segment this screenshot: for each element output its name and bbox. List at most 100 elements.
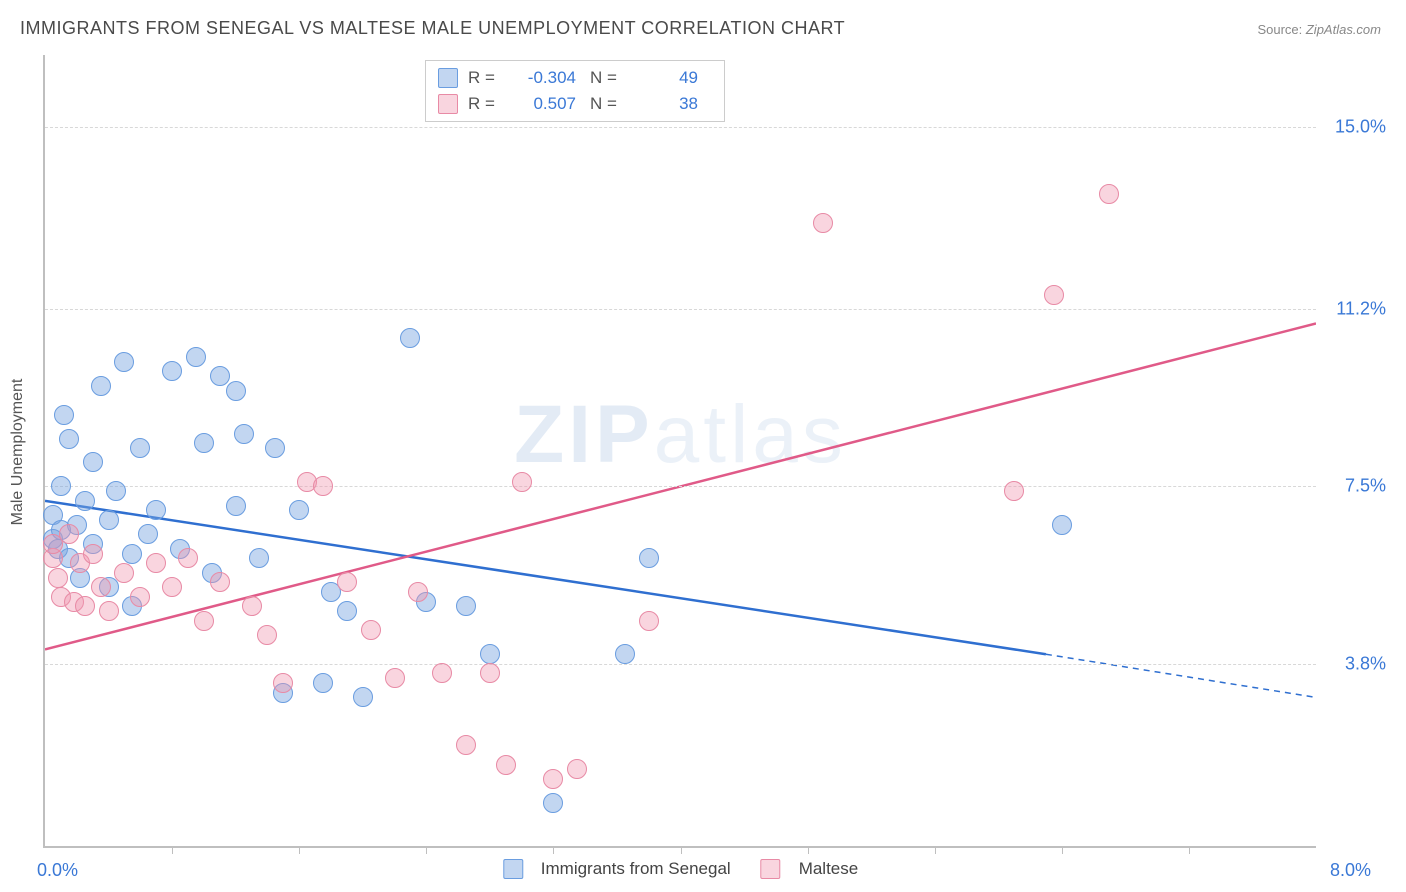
point-maltese (273, 673, 293, 693)
point-maltese (432, 663, 452, 683)
y-tick-label: 15.0% (1335, 116, 1386, 137)
point-maltese (91, 577, 111, 597)
point-senegal (400, 328, 420, 348)
point-senegal (1052, 515, 1072, 535)
point-maltese (385, 668, 405, 688)
correlation-legend: R = -0.304 N = 49 R = 0.507 N = 38 (425, 60, 725, 122)
point-maltese (178, 548, 198, 568)
point-maltese (543, 769, 563, 789)
n-value-maltese: 38 (628, 94, 712, 114)
point-maltese (59, 524, 79, 544)
legend-row-senegal: R = -0.304 N = 49 (438, 65, 712, 91)
point-maltese (1044, 285, 1064, 305)
swatch-senegal-icon (503, 859, 523, 879)
point-senegal (75, 491, 95, 511)
point-maltese (1099, 184, 1119, 204)
source-prefix: Source: (1257, 22, 1305, 37)
point-maltese (130, 587, 150, 607)
x-tick (1189, 846, 1190, 854)
x-tick (1062, 846, 1063, 854)
r-label: R = (468, 94, 506, 114)
point-maltese (146, 553, 166, 573)
n-value-senegal: 49 (628, 68, 712, 88)
point-maltese (813, 213, 833, 233)
point-maltese (408, 582, 428, 602)
legend-item-senegal: Immigrants from Senegal (503, 859, 731, 879)
point-maltese (480, 663, 500, 683)
x-axis-end-label: 8.0% (1330, 860, 1371, 881)
source-name: ZipAtlas.com (1306, 22, 1381, 37)
series-legend: Immigrants from Senegal Maltese (503, 859, 858, 879)
point-maltese (83, 544, 103, 564)
x-tick (553, 846, 554, 854)
point-maltese (114, 563, 134, 583)
point-maltese (210, 572, 230, 592)
point-senegal (59, 429, 79, 449)
point-maltese (337, 572, 357, 592)
point-senegal (353, 687, 373, 707)
legend-label-maltese: Maltese (799, 859, 859, 879)
point-senegal (130, 438, 150, 458)
swatch-senegal (438, 68, 458, 88)
point-maltese (567, 759, 587, 779)
point-maltese (257, 625, 277, 645)
point-senegal (51, 476, 71, 496)
point-senegal (289, 500, 309, 520)
point-maltese (194, 611, 214, 631)
watermark: ZIPatlas (514, 388, 847, 482)
point-maltese (48, 568, 68, 588)
point-senegal (122, 544, 142, 564)
gridline (45, 664, 1316, 665)
watermark-bold: ZIP (514, 389, 654, 480)
chart-title: IMMIGRANTS FROM SENEGAL VS MALTESE MALE … (20, 18, 845, 39)
y-tick-label: 11.2% (1336, 299, 1386, 320)
legend-row-maltese: R = 0.507 N = 38 (438, 91, 712, 117)
swatch-maltese-icon (761, 859, 781, 879)
x-tick (808, 846, 809, 854)
x-tick (935, 846, 936, 854)
gridline (45, 309, 1316, 310)
point-senegal (456, 596, 476, 616)
point-senegal (249, 548, 269, 568)
source-attribution: Source: ZipAtlas.com (1257, 22, 1381, 37)
point-senegal (186, 347, 206, 367)
watermark-light: atlas (654, 389, 847, 480)
point-senegal (83, 452, 103, 472)
y-tick-label: 7.5% (1345, 476, 1386, 497)
point-maltese (99, 601, 119, 621)
r-label: R = (468, 68, 506, 88)
y-tick-label: 3.8% (1345, 653, 1386, 674)
point-maltese (162, 577, 182, 597)
point-maltese (75, 596, 95, 616)
point-maltese (512, 472, 532, 492)
point-senegal (226, 381, 246, 401)
point-senegal (337, 601, 357, 621)
point-senegal (99, 510, 119, 530)
legend-item-maltese: Maltese (761, 859, 859, 879)
point-senegal (91, 376, 111, 396)
gridline (45, 486, 1316, 487)
swatch-maltese (438, 94, 458, 114)
r-value-maltese: 0.507 (506, 94, 590, 114)
x-axis-start-label: 0.0% (37, 860, 78, 881)
point-senegal (162, 361, 182, 381)
x-tick (681, 846, 682, 854)
gridline (45, 127, 1316, 128)
point-maltese (496, 755, 516, 775)
x-tick (426, 846, 427, 854)
point-maltese (361, 620, 381, 640)
point-senegal (615, 644, 635, 664)
point-senegal (480, 644, 500, 664)
point-maltese (242, 596, 262, 616)
point-maltese (639, 611, 659, 631)
x-tick (299, 846, 300, 854)
n-label: N = (590, 68, 628, 88)
point-senegal (138, 524, 158, 544)
n-label: N = (590, 94, 628, 114)
point-senegal (54, 405, 74, 425)
point-senegal (106, 481, 126, 501)
point-maltese (313, 476, 333, 496)
point-senegal (146, 500, 166, 520)
trend-lines (45, 55, 1316, 846)
point-senegal (226, 496, 246, 516)
